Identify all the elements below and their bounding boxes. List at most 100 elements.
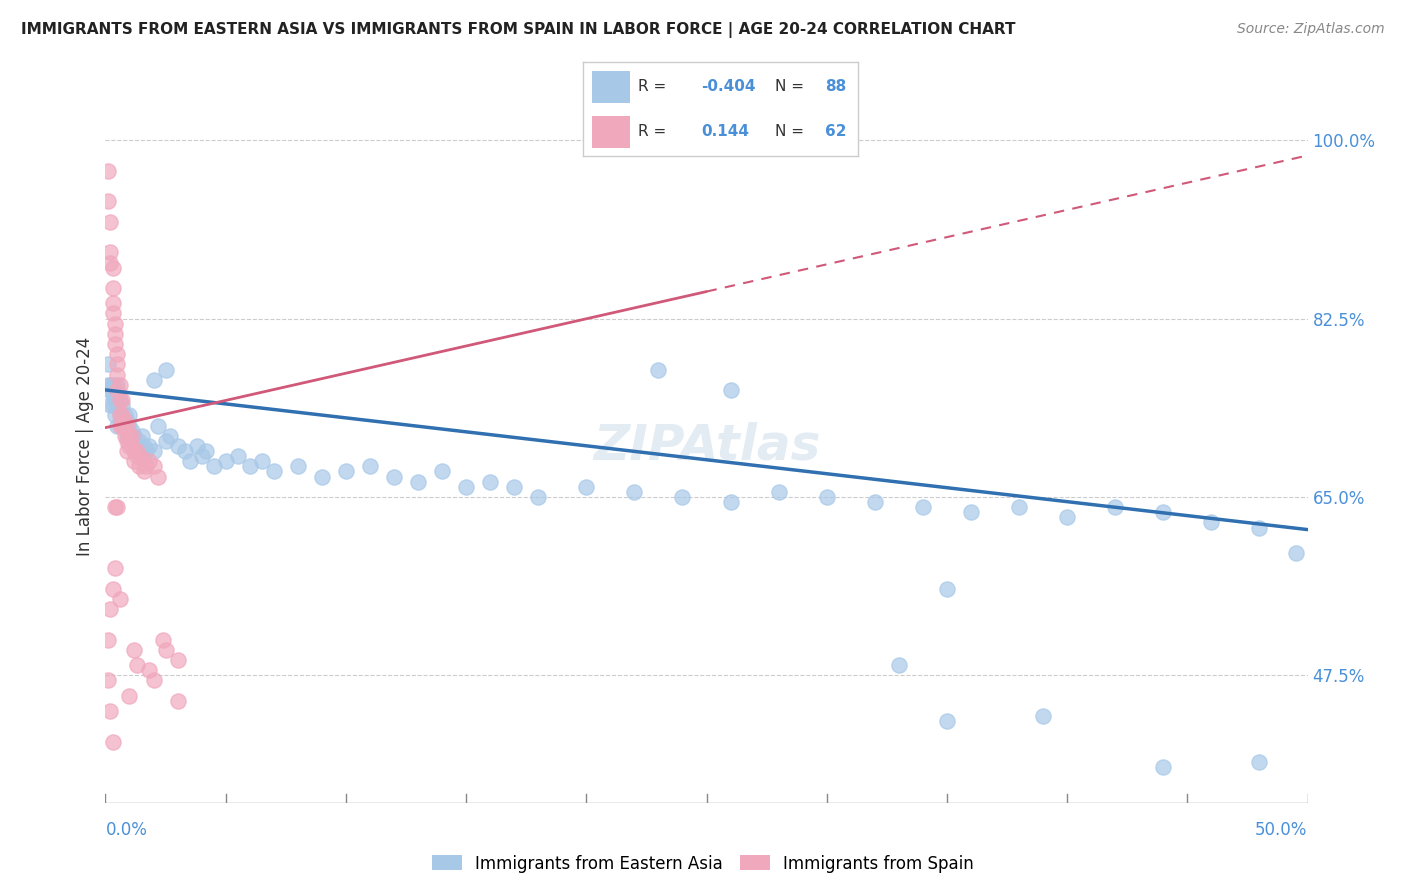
Point	[108, 418, 131, 433]
Point	[107, 500, 129, 515]
Point	[98, 383, 121, 397]
Point	[503, 480, 526, 494]
Point	[98, 245, 121, 260]
Point	[214, 454, 236, 468]
Point	[138, 663, 160, 677]
Point	[1284, 546, 1306, 560]
Point	[179, 454, 201, 468]
Point	[173, 444, 195, 458]
Point	[128, 459, 150, 474]
Point	[647, 362, 669, 376]
Point	[111, 393, 134, 408]
Text: R =: R =	[638, 79, 672, 95]
Point	[108, 409, 131, 423]
Point	[111, 413, 134, 427]
Point	[108, 377, 131, 392]
Text: 88: 88	[825, 79, 846, 95]
Point	[454, 480, 477, 494]
Point	[1201, 516, 1223, 530]
Point	[98, 215, 121, 229]
Point	[115, 418, 138, 433]
Text: N =: N =	[776, 79, 810, 95]
Point	[107, 377, 129, 392]
Point	[382, 469, 405, 483]
Point	[115, 444, 138, 458]
Point	[250, 454, 273, 468]
Point	[125, 439, 148, 453]
Point	[142, 673, 165, 688]
Text: ZIPAtlas: ZIPAtlas	[593, 422, 820, 470]
FancyBboxPatch shape	[592, 116, 630, 148]
Point	[121, 439, 143, 453]
Point	[101, 281, 124, 295]
Point	[114, 429, 136, 443]
Point	[104, 500, 127, 515]
Point	[406, 475, 429, 489]
Point	[121, 439, 143, 453]
Point	[263, 465, 285, 479]
Point	[104, 337, 127, 351]
Point	[114, 418, 136, 433]
Point	[101, 377, 124, 392]
Point	[97, 194, 120, 209]
Point	[226, 449, 249, 463]
Point	[720, 495, 742, 509]
Point	[107, 388, 129, 402]
Point	[671, 490, 693, 504]
Point	[124, 444, 146, 458]
Text: IMMIGRANTS FROM EASTERN ASIA VS IMMIGRANTS FROM SPAIN IN LABOR FORCE | AGE 20-24: IMMIGRANTS FROM EASTERN ASIA VS IMMIGRAN…	[21, 22, 1015, 38]
Point	[148, 418, 170, 433]
Point	[97, 377, 120, 392]
Point	[195, 444, 218, 458]
Point	[118, 429, 141, 443]
Point	[97, 673, 120, 688]
Point	[960, 505, 983, 519]
Point	[131, 429, 153, 443]
Point	[186, 439, 208, 453]
Text: 62: 62	[825, 124, 846, 139]
Point	[166, 694, 188, 708]
Point	[111, 409, 134, 423]
Text: 0.0%: 0.0%	[105, 821, 148, 838]
Point	[98, 255, 121, 269]
Y-axis label: In Labor Force | Age 20-24: In Labor Force | Age 20-24	[76, 336, 94, 556]
Point	[887, 658, 910, 673]
Point	[101, 296, 124, 310]
Point	[1104, 500, 1126, 515]
Point	[155, 643, 177, 657]
Point	[108, 591, 131, 606]
Point	[135, 459, 157, 474]
Point	[311, 469, 333, 483]
Text: 50.0%: 50.0%	[1256, 821, 1308, 838]
Point	[125, 444, 148, 458]
Point	[936, 582, 959, 596]
Legend: Immigrants from Eastern Asia, Immigrants from Spain: Immigrants from Eastern Asia, Immigrants…	[426, 848, 980, 880]
Point	[104, 409, 127, 423]
Point	[115, 434, 138, 448]
FancyBboxPatch shape	[592, 70, 630, 103]
Point	[936, 714, 959, 729]
Point	[124, 643, 146, 657]
Point	[720, 383, 742, 397]
Point	[114, 413, 136, 427]
Point	[202, 459, 225, 474]
Point	[1249, 520, 1271, 534]
Point	[104, 317, 127, 331]
Point	[166, 653, 188, 667]
Point	[138, 439, 160, 453]
Point	[101, 582, 124, 596]
Point	[1152, 760, 1174, 774]
Point	[527, 490, 550, 504]
Point	[98, 704, 121, 718]
Point	[1032, 709, 1054, 723]
Point	[1056, 510, 1078, 524]
Point	[128, 434, 150, 448]
Point	[479, 475, 502, 489]
Point	[239, 459, 262, 474]
Point	[104, 326, 127, 341]
Point	[159, 429, 181, 443]
Point	[142, 459, 165, 474]
Point	[575, 480, 598, 494]
Point	[97, 358, 120, 372]
Point	[107, 358, 129, 372]
